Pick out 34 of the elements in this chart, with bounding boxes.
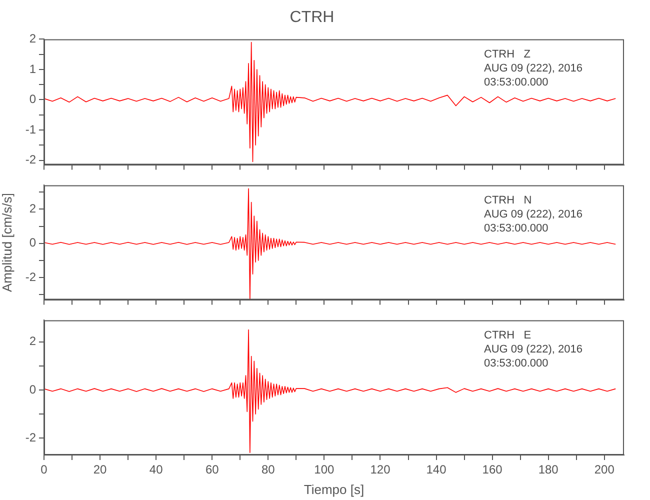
annotation: 03:53:00.000 [484, 358, 548, 370]
annotation: CTRH Z [484, 48, 531, 61]
y-tick-label: 2 [29, 32, 36, 46]
x-tick-label: 120 [370, 462, 391, 477]
x-tick-label: 60 [205, 462, 220, 477]
x-tick-label: 40 [149, 462, 164, 477]
y-tick-label: -1 [25, 122, 36, 136]
x-tick-label: 140 [426, 462, 447, 477]
y-axis-title: Amplitud [cm/s/s] [0, 193, 14, 292]
y-tick-label: 2 [29, 334, 36, 348]
y-tick-label: -2 [25, 152, 36, 167]
annotation: 03:53:00.000 [484, 76, 548, 89]
annotation: AUG 09 (222), 2016 [484, 62, 582, 75]
x-axis-title: Tiempo [s] [304, 482, 364, 497]
chart-title: CTRH [290, 9, 334, 26]
x-tick-label: 0 [40, 462, 48, 477]
x-tick-label: 20 [93, 462, 108, 477]
y-tick-label: 1 [29, 62, 36, 76]
y-tick-label: 0 [29, 382, 36, 396]
y-tick-label: -2 [25, 430, 36, 444]
annotation: 03:53:00.000 [484, 222, 548, 235]
y-tick-label: 2 [29, 201, 36, 216]
y-tick-label: 0 [29, 92, 36, 106]
annotation: CTRH E [484, 330, 532, 342]
x-tick-label: 200 [594, 462, 615, 477]
x-tick-label: 160 [482, 462, 503, 477]
x-tick-label: 180 [538, 462, 559, 477]
annotation: AUG 09 (222), 2016 [484, 208, 582, 221]
annotation: CTRH N [484, 194, 532, 207]
x-tick-label: 100 [314, 462, 335, 477]
y-tick-label: -2 [25, 270, 36, 284]
y-tick-label: 0 [29, 236, 36, 250]
annotation: AUG 09 (222), 2016 [484, 344, 582, 356]
x-tick-label: 80 [261, 462, 276, 477]
